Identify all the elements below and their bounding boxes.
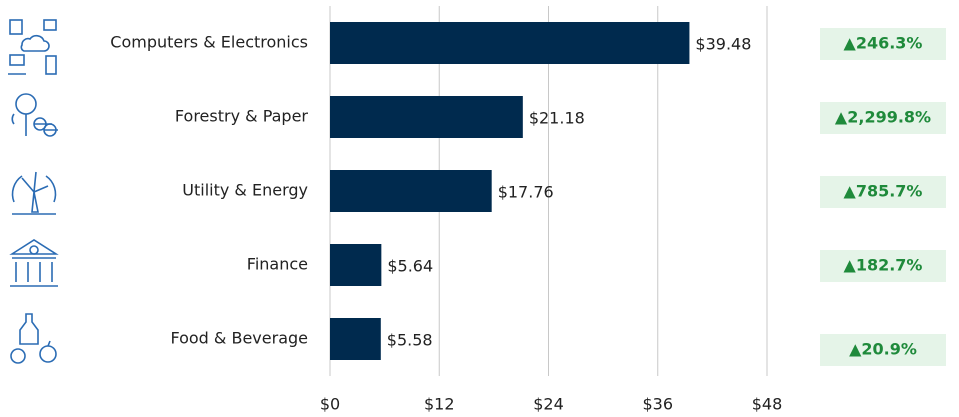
change-badge	[820, 250, 946, 282]
x-tick-label: $36	[642, 395, 673, 414]
bar	[330, 96, 523, 138]
bar	[330, 170, 492, 212]
change-badge	[820, 28, 946, 60]
change-label: ▲182.7%	[844, 256, 923, 275]
category-label: Finance	[247, 255, 308, 274]
x-tick-label: $12	[424, 395, 455, 414]
change-badge	[820, 334, 946, 366]
value-label: $5.58	[387, 331, 433, 350]
bar	[330, 22, 690, 64]
change-label: ▲785.7%	[844, 182, 923, 201]
change-badge	[820, 102, 946, 134]
category-label: Food & Beverage	[170, 329, 308, 348]
change-label: ▲20.9%	[849, 340, 917, 359]
bar	[330, 318, 381, 360]
change-label: ▲2,299.8%	[835, 108, 931, 127]
icon-energy	[11, 171, 57, 215]
category-label: Computers & Electronics	[110, 33, 308, 52]
value-label: $17.76	[498, 183, 554, 202]
value-label: $5.64	[387, 257, 433, 276]
change-label: ▲246.3%	[844, 34, 923, 53]
icon-food	[10, 313, 57, 364]
category-label: Utility & Energy	[182, 181, 308, 200]
x-tick-label: $48	[752, 395, 783, 414]
x-tick-label: $0	[320, 395, 340, 414]
change-badge	[820, 176, 946, 208]
icon-finance	[9, 239, 59, 287]
value-label: $21.18	[529, 109, 585, 128]
value-label: $39.48	[695, 35, 751, 54]
icon-computers	[8, 19, 57, 75]
category-label: Forestry & Paper	[175, 107, 309, 126]
icon-forestry	[11, 93, 58, 137]
x-tick-label: $24	[533, 395, 564, 414]
bar	[330, 244, 382, 286]
